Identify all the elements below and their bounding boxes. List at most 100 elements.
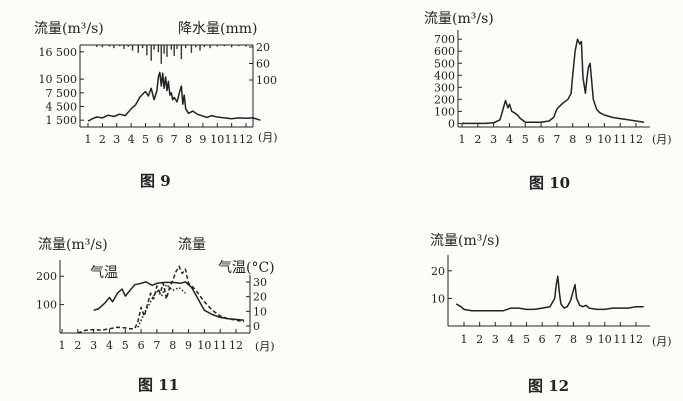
x-tick-label: 6 bbox=[138, 339, 145, 352]
x-tick-label: 3 bbox=[90, 339, 97, 352]
x-tick-label: 5 bbox=[122, 339, 129, 352]
precipitation-bar bbox=[195, 45, 197, 48]
precipitation-bar bbox=[95, 45, 98, 47]
x-tick-label: 3 bbox=[490, 133, 497, 146]
x-tick-label: 10 bbox=[597, 133, 611, 146]
x-tick-label: 2 bbox=[476, 333, 483, 346]
precipitation-bar bbox=[101, 45, 104, 48]
precipitation-bar bbox=[230, 45, 233, 48]
x-tick-label: 5 bbox=[522, 133, 529, 146]
x-tick-label: 10 bbox=[197, 339, 211, 352]
x-tick-label: 12 bbox=[629, 133, 643, 146]
fig9-x-unit: (月) bbox=[258, 131, 278, 144]
y2-tick-label: 20 bbox=[253, 291, 267, 304]
x-tick-label: 10 bbox=[598, 333, 612, 346]
x-tick-label: 9 bbox=[585, 133, 592, 146]
y-tick-label: 0 bbox=[448, 117, 455, 130]
chart-fig10: 流量(m³/s) (月) 图 10 1 2 3 4 5 6 7 8 9 10 11 12 010020… bbox=[424, 11, 672, 192]
precipitation-bar bbox=[127, 45, 129, 47]
precipitation-bar bbox=[166, 45, 168, 57]
y-tick-label: 7 500 bbox=[46, 87, 78, 100]
x-tick-label: 6 bbox=[539, 333, 546, 346]
x-tick-label: 9 bbox=[185, 339, 192, 352]
y2-tick-label: 100 bbox=[256, 74, 277, 87]
x-tick-label: 1 bbox=[461, 333, 468, 346]
precipitation-bar bbox=[216, 45, 218, 47]
y-tick-label: 10 500 bbox=[39, 73, 78, 86]
precipitation-bar bbox=[163, 45, 165, 54]
x-tick-label: 9 bbox=[586, 333, 593, 346]
precipitation-bar bbox=[131, 45, 134, 51]
x-tick-label: 2 bbox=[99, 133, 106, 146]
x-tick-label: 5 bbox=[142, 133, 149, 146]
fig11-y-axis-title: 流量(m³/s) bbox=[38, 237, 108, 253]
y-tick-label: 200 bbox=[434, 93, 455, 106]
y-tick-label: 200 bbox=[36, 270, 57, 283]
x-tick-label: 2 bbox=[74, 339, 81, 352]
fig12-x-unit: (月) bbox=[652, 335, 672, 348]
y-tick-label: 4 500 bbox=[46, 101, 78, 114]
x-tick-label: 2 bbox=[474, 133, 481, 146]
fig12-y-axis-title: 流量(m³/s) bbox=[430, 233, 500, 249]
y-tick-label: 100 bbox=[434, 105, 455, 118]
x-tick-label: 6 bbox=[538, 133, 545, 146]
y-tick-label: 1 500 bbox=[46, 114, 78, 127]
x-tick-label: 3 bbox=[113, 133, 120, 146]
x-tick-label: 11 bbox=[225, 133, 239, 146]
y-tick-label: 16 500 bbox=[39, 46, 78, 59]
precipitation-bar bbox=[223, 45, 226, 47]
precipitation-bar bbox=[141, 45, 144, 49]
precipitation-bar bbox=[113, 45, 115, 49]
fig12-caption: 图 12 bbox=[528, 377, 569, 395]
fig11-annotation-temperature: 气温 bbox=[90, 265, 118, 281]
x-tick-label: 4 bbox=[128, 133, 135, 146]
x-tick-label: 12 bbox=[629, 333, 643, 346]
precipitation-bar bbox=[176, 45, 178, 49]
y2-tick-label: 0 bbox=[253, 320, 260, 333]
x-tick-label: 8 bbox=[570, 333, 577, 346]
precipitation-bar bbox=[203, 45, 206, 47]
series-line-0 bbox=[93, 281, 244, 321]
precipitation-bar bbox=[160, 45, 162, 64]
series-line-1 bbox=[77, 265, 245, 334]
x-tick-label: 7 bbox=[153, 339, 160, 352]
precipitation-bar bbox=[173, 45, 175, 56]
fig11-x-unit: (月) bbox=[255, 340, 275, 353]
series-line-0 bbox=[87, 71, 261, 122]
precipitation-bar bbox=[150, 45, 152, 61]
series-line-0 bbox=[462, 38, 645, 125]
x-tick-label: 1 bbox=[85, 133, 92, 146]
y-tick-label: 700 bbox=[434, 33, 455, 46]
x-tick-label: 7 bbox=[171, 133, 178, 146]
x-tick-label: 11 bbox=[613, 333, 627, 346]
x-tick-label: 11 bbox=[613, 133, 627, 146]
precipitation-bar bbox=[108, 45, 111, 47]
fig11-annotation-flow: 流量 bbox=[178, 237, 206, 253]
x-tick-label: 4 bbox=[506, 133, 513, 146]
precipitation-bar bbox=[153, 45, 155, 50]
y2-tick-label: 60 bbox=[256, 58, 270, 71]
x-tick-label: 4 bbox=[507, 333, 514, 346]
x-tick-label: 12 bbox=[229, 339, 243, 352]
chart-fig9: 流量(m³/s) 降水量(mm) (月) 图 9 1 2 3 4 5 6 7 8 9 10 11 12… bbox=[34, 21, 278, 190]
x-tick-label: 11 bbox=[213, 339, 227, 352]
precipitation-bar bbox=[199, 45, 201, 51]
fig11-caption: 图 11 bbox=[138, 376, 179, 394]
fig10-caption: 图 10 bbox=[529, 174, 570, 192]
precipitation-bar bbox=[245, 45, 247, 47]
precipitation-bar bbox=[238, 45, 240, 47]
x-tick-label: 12 bbox=[239, 133, 253, 146]
x-tick-label: 4 bbox=[106, 339, 113, 352]
x-tick-label: 1 bbox=[59, 339, 66, 352]
fig9-y2-axis-title: 降水量(mm) bbox=[178, 21, 257, 37]
y-tick-label: 100 bbox=[36, 299, 57, 312]
y-tick-label: 600 bbox=[434, 45, 455, 58]
x-tick-label: 9 bbox=[199, 133, 206, 146]
precipitation-bar bbox=[118, 45, 121, 47]
x-tick-label: 7 bbox=[554, 333, 561, 346]
fig10-y-axis-title: 流量(m³/s) bbox=[424, 11, 494, 27]
precipitation-bar bbox=[157, 45, 160, 53]
